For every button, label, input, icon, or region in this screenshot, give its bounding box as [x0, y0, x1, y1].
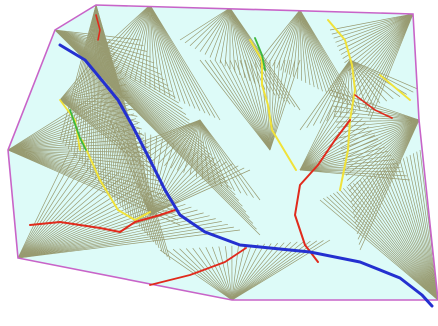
hatch-lines [8, 5, 438, 300]
terrain-boundary [7, 4, 438, 301]
yellow-channel-4 [81, 139, 151, 221]
red-channel-2 [294, 119, 351, 263]
terrain-fill [8, 5, 438, 300]
yellow-channel-2 [327, 19, 356, 191]
green-channel-1 [254, 37, 266, 71]
red-channel-1 [95, 14, 101, 41]
red-channel-5 [354, 94, 393, 119]
yellow-channel-5 [379, 74, 411, 101]
red-channel-3 [29, 209, 176, 233]
green-channel-2 [69, 109, 87, 151]
river-network [29, 14, 434, 308]
red-channel-4 [149, 247, 247, 286]
yellow-channel-1 [249, 39, 297, 171]
yellow-channel-3 [59, 99, 81, 151]
main-river [58, 43, 434, 308]
triangulation-hatch [7, 4, 438, 301]
